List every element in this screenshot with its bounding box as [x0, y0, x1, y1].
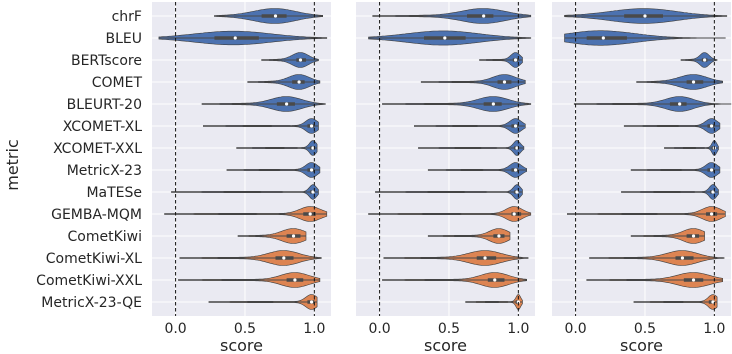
median-marker: [692, 278, 695, 281]
x-axis-label: score: [220, 336, 263, 354]
median-marker: [493, 278, 496, 281]
plot-background: [152, 2, 331, 316]
median-marker: [483, 256, 486, 259]
metric-label: XCOMET-XXL: [53, 141, 142, 157]
median-marker: [443, 36, 446, 39]
metric-label: MaTESe: [86, 185, 142, 201]
median-marker: [692, 234, 695, 237]
plot-background: [356, 2, 535, 316]
metric-label: XCOMET-XL: [63, 119, 143, 135]
metric-label: GEMBA-MQM: [51, 207, 142, 223]
median-marker: [482, 14, 485, 17]
median-marker: [310, 300, 313, 303]
metric-label: COMET: [92, 75, 143, 91]
median-marker: [309, 212, 312, 215]
metric-label: MetricX-23-QE: [41, 295, 142, 311]
metric-labels: chrF BLEU BERTscore COMET BLEURT-20 XCOMET-XL…: [36, 9, 142, 311]
x-tick-label: 0.5: [234, 321, 256, 337]
x-tick-label: 0.5: [634, 321, 656, 337]
metric-label: BERTscore: [71, 53, 142, 69]
x-tick-label: 0.0: [164, 321, 186, 337]
x-tick-label: 1.0: [703, 321, 725, 337]
y-axis-label: metric: [3, 139, 22, 191]
median-marker: [710, 168, 713, 171]
x-axis-label: score: [424, 336, 467, 354]
metric-label: CometKiwi: [68, 229, 143, 245]
plot-background: [552, 2, 731, 316]
median-marker: [293, 278, 296, 281]
metric-label: MetricX-23: [67, 163, 142, 179]
x-tick-label: 1.0: [507, 321, 529, 337]
x-axis-label: score: [620, 336, 663, 354]
median-marker: [234, 36, 237, 39]
median-marker: [492, 102, 495, 105]
median-marker: [514, 58, 517, 61]
median-marker: [285, 102, 288, 105]
median-marker: [274, 14, 277, 17]
median-marker: [643, 14, 646, 17]
median-marker: [710, 124, 713, 127]
x-tick-label: 1.0: [303, 321, 325, 337]
median-marker: [703, 58, 706, 61]
metric-label: CometKiwi-XL: [46, 251, 142, 267]
median-marker: [503, 80, 506, 83]
panel-1: 0.0 0.5 1.0 score: [152, 2, 331, 354]
median-marker: [282, 256, 285, 259]
median-marker: [513, 212, 516, 215]
median-marker: [681, 256, 684, 259]
median-marker: [292, 234, 295, 237]
median-marker: [297, 80, 300, 83]
median-marker: [514, 168, 517, 171]
median-marker: [310, 124, 313, 127]
x-tick-label: 0.5: [438, 321, 460, 337]
metric-label: BLEURT-20: [67, 97, 142, 113]
median-marker: [310, 168, 313, 171]
median-marker: [692, 80, 695, 83]
median-marker: [602, 36, 605, 39]
metric-label: CometKiwi-XXL: [36, 273, 142, 289]
x-tick-label: 0.0: [368, 321, 390, 337]
median-marker: [678, 102, 681, 105]
metric-label: BLEU: [106, 31, 143, 47]
median-marker: [299, 58, 302, 61]
median-marker: [710, 212, 713, 215]
metric-label: chrF: [112, 9, 142, 25]
median-marker: [514, 124, 517, 127]
median-marker: [497, 234, 500, 237]
panel-3: 0.0 0.5 1.0 score: [552, 2, 731, 354]
x-tick-label: 0.0: [564, 321, 586, 337]
panels: 0.0 0.5 1.0 score 0.0 0.5 1.0 score 0.0 0.5 1.0 sco…: [152, 2, 731, 354]
panel-2: 0.0 0.5 1.0 score: [356, 2, 535, 354]
